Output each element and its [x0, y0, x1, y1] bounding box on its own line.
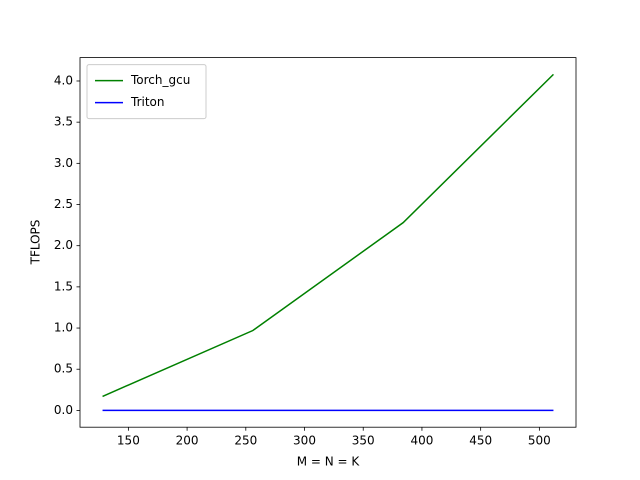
x-tick-label: 450: [469, 434, 492, 448]
x-tick-label: 400: [410, 434, 433, 448]
axes-frame: [79, 57, 577, 428]
y-tick-label: 4.0: [54, 73, 73, 87]
y-axis-label: TFLOPS: [29, 220, 43, 266]
x-tick-label: 150: [117, 434, 140, 448]
x-tick-label: 500: [528, 434, 551, 448]
legend-label: Triton: [130, 95, 165, 109]
y-tick-label: 0.0: [54, 403, 73, 417]
y-tick-label: 3.0: [54, 156, 73, 170]
x-tick-label: 300: [293, 434, 316, 448]
x-tick-label: 200: [176, 434, 199, 448]
legend-label: Torch_gcu: [130, 73, 190, 87]
y-tick-label: 2.0: [54, 238, 73, 252]
y-tick-label: 1.0: [54, 321, 73, 335]
series-line: [102, 73, 554, 398]
y-tick-label: 1.5: [54, 279, 73, 293]
y-tick-label: 0.5: [54, 362, 73, 376]
x-tick-label: 250: [234, 434, 257, 448]
x-tick-label: 350: [352, 434, 375, 448]
x-axis-label: M = N = K: [297, 455, 361, 469]
y-tick-label: 3.5: [54, 115, 73, 129]
legend-box: [86, 64, 207, 120]
y-tick-label: 2.5: [54, 197, 73, 211]
